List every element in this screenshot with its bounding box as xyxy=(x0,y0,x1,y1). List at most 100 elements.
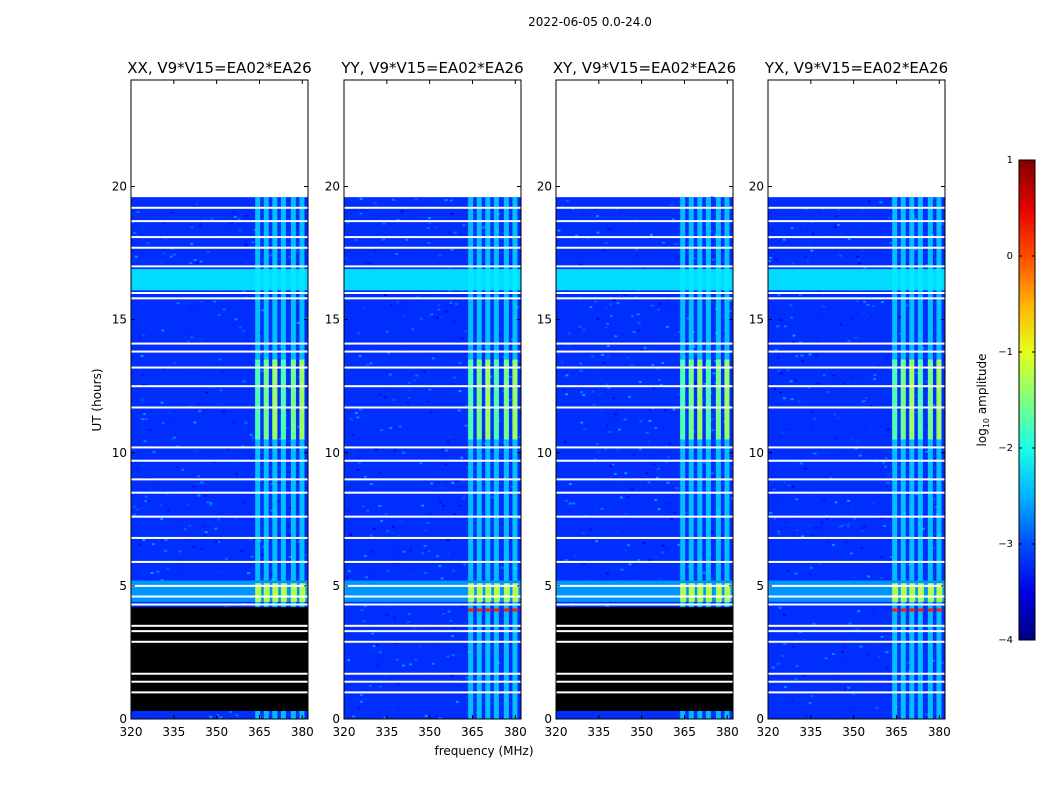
noise-speck xyxy=(657,381,661,384)
rfi-strong xyxy=(927,359,933,440)
noise-speck xyxy=(648,558,652,561)
noise-speck xyxy=(270,517,274,520)
noise-speck xyxy=(184,473,188,476)
noise-speck xyxy=(426,227,430,230)
noise-speck xyxy=(410,343,414,346)
noise-speck xyxy=(806,260,810,263)
noise-speck xyxy=(842,524,846,527)
noise-speck xyxy=(580,421,584,424)
noise-speck xyxy=(194,485,198,488)
rfi-5h xyxy=(280,583,287,602)
noise-speck xyxy=(615,530,619,533)
noise-speck xyxy=(362,620,366,623)
noise-speck xyxy=(185,209,189,212)
noise-speck xyxy=(346,577,350,580)
noise-speck xyxy=(582,562,586,565)
flag-gap xyxy=(344,292,521,294)
noise-speck xyxy=(365,363,369,366)
noise-speck xyxy=(172,436,176,439)
noise-speck xyxy=(383,716,387,719)
x-tick-label: 335 xyxy=(162,725,185,739)
noise-speck xyxy=(193,204,197,207)
noise-speck xyxy=(140,418,144,421)
noise-speck xyxy=(482,578,486,581)
noise-speck xyxy=(186,503,190,506)
noise-speck xyxy=(465,676,469,679)
noise-speck xyxy=(775,656,779,659)
noise-speck xyxy=(214,541,218,544)
noise-speck xyxy=(820,304,824,307)
noise-speck xyxy=(349,417,353,420)
noise-speck xyxy=(840,661,844,664)
noise-speck xyxy=(359,197,363,200)
noise-speck xyxy=(133,231,137,234)
noise-speck xyxy=(663,409,667,412)
noise-speck xyxy=(237,218,241,221)
flag-gap xyxy=(344,385,521,388)
noise-speck xyxy=(435,438,439,441)
noise-speck xyxy=(393,708,397,711)
noise-speck xyxy=(380,242,384,245)
noise-speck xyxy=(921,527,925,530)
noise-speck xyxy=(227,305,231,308)
noise-speck xyxy=(564,499,568,502)
noise-speck xyxy=(907,563,911,566)
noise-speck xyxy=(297,540,301,543)
flag-gap xyxy=(131,297,308,300)
noise-speck xyxy=(382,314,386,317)
noise-speck xyxy=(239,326,243,329)
noise-speck xyxy=(428,217,432,220)
flag-gap xyxy=(344,603,521,606)
noise-speck xyxy=(464,330,468,333)
noise-speck xyxy=(217,540,221,543)
noise-speck xyxy=(269,509,273,512)
y-tick-label: 20 xyxy=(112,180,127,194)
noise-speck xyxy=(369,550,373,553)
noise-speck xyxy=(249,433,253,436)
noise-speck xyxy=(624,472,628,475)
flag-gap xyxy=(131,385,308,388)
noise-speck xyxy=(654,498,658,501)
noise-speck xyxy=(924,264,928,267)
noise-speck xyxy=(889,556,893,559)
noise-speck xyxy=(940,661,944,664)
noise-speck xyxy=(598,373,602,376)
noise-speck xyxy=(672,408,676,411)
noise-speck xyxy=(509,668,513,671)
noise-speck xyxy=(607,386,611,389)
flag-gap xyxy=(768,297,945,300)
noise-speck xyxy=(412,379,416,382)
noise-speck xyxy=(777,369,781,372)
noise-speck xyxy=(783,521,787,524)
noise-speck xyxy=(628,395,632,398)
noise-speck xyxy=(233,516,237,519)
flare-mark xyxy=(485,608,492,612)
noise-speck xyxy=(656,470,660,473)
noise-speck xyxy=(820,317,824,320)
noise-speck xyxy=(423,370,427,373)
noise-speck xyxy=(795,529,799,532)
noise-speck xyxy=(357,332,361,335)
flag-gap xyxy=(768,246,945,249)
rfi-column xyxy=(900,197,906,719)
noise-speck xyxy=(390,531,394,534)
noise-speck xyxy=(510,338,514,341)
noise-speck xyxy=(608,430,612,433)
rfi-column xyxy=(263,197,269,719)
noise-speck xyxy=(632,453,636,456)
flag-gap xyxy=(768,640,945,643)
noise-speck xyxy=(855,300,859,303)
noise-speck xyxy=(461,289,465,292)
flag-gap xyxy=(556,385,733,388)
noise-speck xyxy=(416,295,420,298)
noise-speck xyxy=(244,296,248,299)
rfi-strong xyxy=(697,359,703,440)
noise-speck xyxy=(648,409,652,412)
noise-speck xyxy=(634,295,638,298)
noise-speck xyxy=(188,524,192,527)
noise-speck xyxy=(795,498,799,501)
rfi-5h xyxy=(688,583,695,602)
noise-speck xyxy=(933,662,937,665)
noise-speck xyxy=(369,482,373,485)
noise-speck xyxy=(701,552,705,555)
